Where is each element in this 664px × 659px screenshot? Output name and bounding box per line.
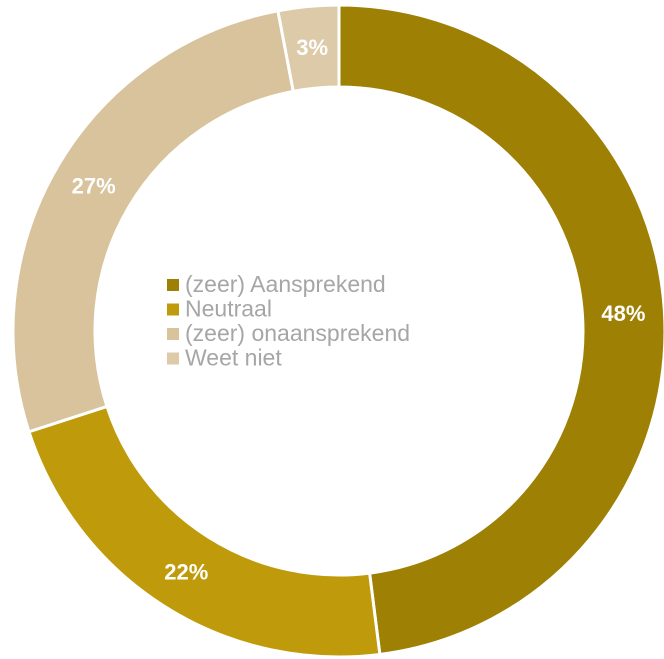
legend-swatch	[167, 303, 179, 316]
donut-segment	[276, 3, 341, 94]
value-label: 27%	[72, 174, 116, 199]
value-label: 48%	[601, 301, 645, 326]
donut-segment	[27, 404, 382, 659]
donut-segment	[337, 3, 664, 657]
legend-swatch	[167, 279, 179, 291]
legend-label: Weet niet	[185, 345, 282, 371]
donut-segment	[11, 9, 296, 434]
legend-label: (zeer) onaansprekend	[185, 320, 410, 346]
legend-label: Neutraal	[185, 296, 272, 322]
legend-label: (zeer) Aansprekend	[185, 271, 386, 297]
legend-swatch	[167, 352, 179, 365]
value-label: 3%	[296, 35, 328, 60]
value-label: 22%	[164, 559, 208, 584]
legend-swatch	[167, 328, 179, 340]
